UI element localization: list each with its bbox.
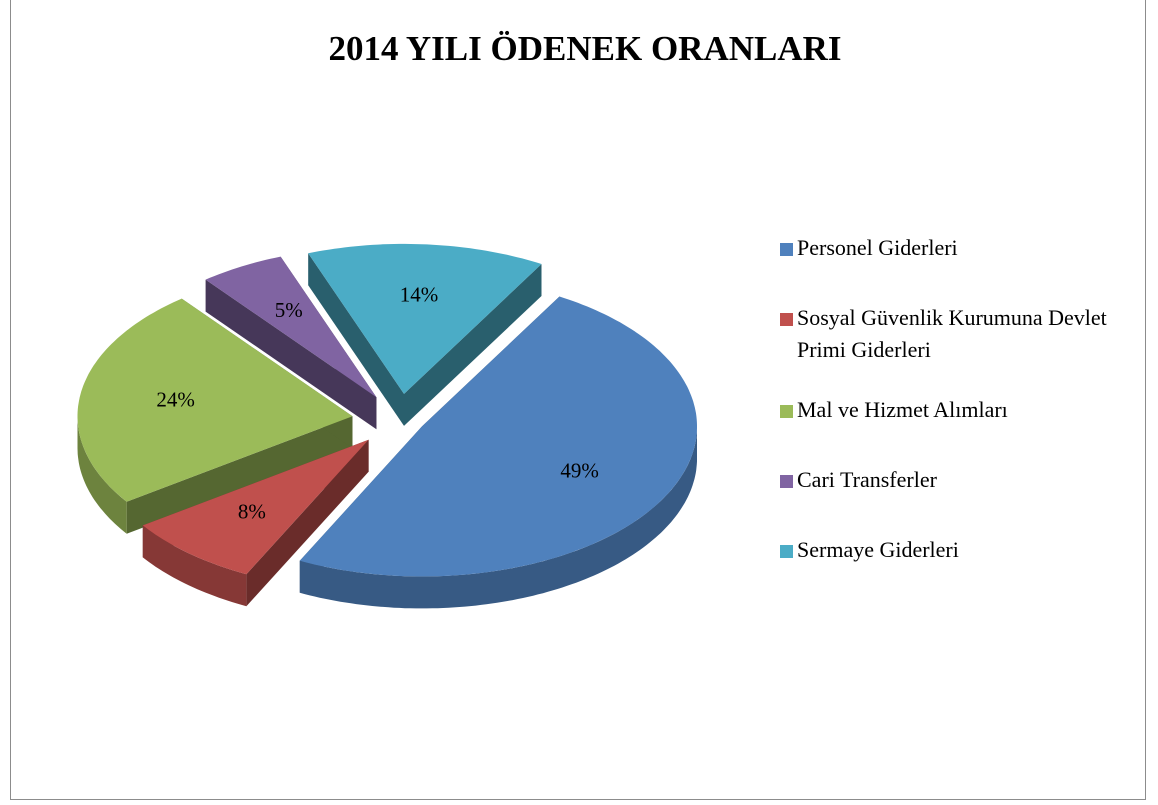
slice xyxy=(77,298,353,534)
legend-item: Cari Transferler xyxy=(780,464,937,496)
legend-label: Mal ve Hizmet Alımları xyxy=(797,397,1008,422)
legend-item: Mal ve Hizmet Alımları xyxy=(780,394,1008,426)
data-label: 5% xyxy=(275,298,303,322)
legend-item: Personel Giderleri xyxy=(780,232,958,264)
data-label: 49% xyxy=(560,458,599,482)
legend-item: Sermaye Giderleri xyxy=(780,534,959,566)
slice-wall xyxy=(299,426,697,609)
slice-top xyxy=(77,298,353,502)
slice-top xyxy=(308,243,542,394)
legend-swatch xyxy=(780,475,793,488)
legend-label: Sermaye Giderleri xyxy=(797,537,959,562)
slice-wall xyxy=(77,416,127,534)
legend-swatch xyxy=(780,243,793,256)
legend-swatch xyxy=(780,545,793,558)
slice xyxy=(205,256,377,430)
legend-swatch xyxy=(780,405,793,418)
slice-side xyxy=(205,279,377,430)
data-label: 8% xyxy=(238,499,266,523)
slice-side xyxy=(126,416,353,534)
chart-title: 2014 YILI ÖDENEK ORANLARI xyxy=(328,29,841,68)
legend-swatch xyxy=(780,313,793,326)
data-label: 24% xyxy=(156,388,195,412)
slice-top xyxy=(205,256,377,398)
legend-label: Personel Giderleri xyxy=(797,235,958,260)
slice-side xyxy=(308,253,404,426)
slice-wall xyxy=(142,525,247,607)
slice-top xyxy=(299,296,697,577)
legend-item: Sosyal Güvenlik Kurumuna Devlet Primi Gi… xyxy=(780,302,1150,366)
legend-label: Sosyal Güvenlik Kurumuna Devlet Primi Gi… xyxy=(797,305,1107,362)
slice-top xyxy=(142,439,369,575)
chart-frame xyxy=(10,0,1146,800)
slice xyxy=(142,439,369,607)
data-label: 14% xyxy=(400,283,439,307)
slice xyxy=(299,296,697,609)
slice xyxy=(308,243,542,426)
slice-side xyxy=(404,264,542,426)
legend-label: Cari Transferler xyxy=(797,467,937,492)
